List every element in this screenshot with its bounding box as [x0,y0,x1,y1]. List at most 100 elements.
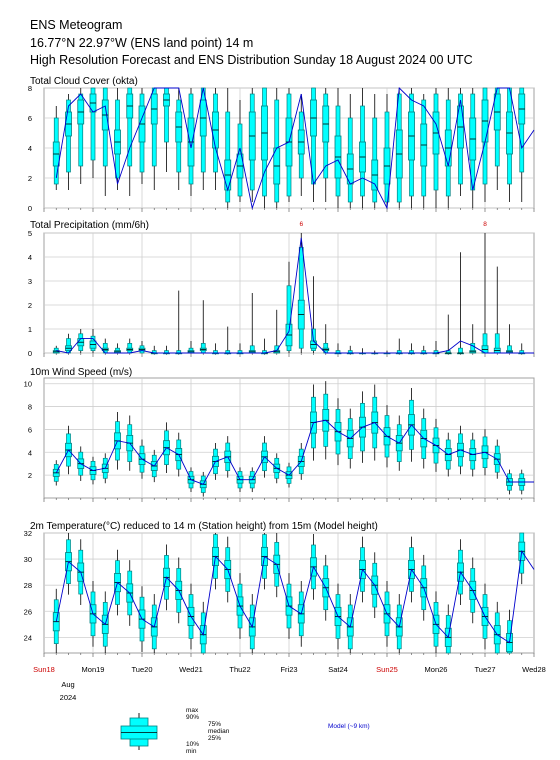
ens-box [187,88,195,196]
ens-box [77,329,85,353]
panel-title-0: Total Cloud Cover (okta) [30,76,138,87]
legend-p10: 10% [186,741,199,748]
ens-box [395,594,403,653]
ens-box [383,94,391,208]
day-label: Sun25 [376,665,398,674]
ens-box [444,604,452,654]
ens-box [481,233,489,354]
ens-box [65,94,72,190]
ens-box [77,88,85,184]
hres-line [55,87,535,210]
ens-box [493,87,501,190]
ens-box [236,100,244,202]
ens-box [273,309,281,354]
ens-box [285,261,293,353]
panel-title-3: 2m Temperature(°C) reduced to 14 m (Stat… [30,521,378,532]
ens-box [138,88,146,184]
y-tick-label: 2 [28,301,32,310]
ens-box [359,88,366,208]
ens-box [481,87,489,202]
ens-box [285,88,293,202]
day-label: Tue20 [132,665,153,674]
ens-box [322,88,330,202]
hres-line [56,237,534,354]
day-label: Wed28 [522,665,546,674]
year-label: 2024 [60,693,77,702]
y-tick-label: 2 [28,471,32,480]
ens-p10-p90 [458,347,463,354]
ens-box [212,343,219,355]
ens-box [163,87,170,172]
y-tick-label: 10 [24,380,32,389]
ens-box [420,94,428,208]
y-tick-label: 5 [28,229,32,238]
y-tick-label: 26 [24,607,32,616]
month-label: Aug [61,680,74,689]
day-label: Fri23 [280,665,297,674]
y-tick-label: 4 [28,448,32,457]
day-label: Mon26 [425,665,448,674]
ens-box [52,345,60,354]
offscale-label: 8 [483,221,487,228]
ens-box [371,94,379,208]
ens-box [395,338,403,355]
ens-box [469,324,477,354]
y-tick-label: 1 [28,325,32,334]
ens-box [261,338,268,355]
ens-p10-p90 [298,247,304,349]
ens-box [224,88,232,208]
y-tick-label: 2 [28,174,32,183]
ens-box [432,341,440,355]
y-tick-label: 32 [24,529,32,538]
ens-box [408,343,415,355]
ens-box [506,609,513,654]
forecast-subtitle: High Resolution Forecast and ENS Distrib… [30,53,473,67]
ens-box [89,329,97,353]
ens-box [126,87,134,196]
ens-box [101,338,109,354]
meteogram-title: ENS Meteogram [30,18,123,32]
ens-box [334,88,342,208]
day-label: Sat24 [328,665,348,674]
ens-box [150,594,158,653]
ens-box [506,324,513,354]
ens-box [346,94,354,208]
ens-box [101,87,109,196]
y-tick-label: 0 [28,204,32,213]
ens-box [395,88,403,208]
y-tick-label: 8 [28,403,32,412]
day-label: Mon19 [82,665,105,674]
legend-p25: 25% [208,735,221,742]
ens-box [506,87,513,202]
ens-box [261,533,268,590]
ens-box [261,87,268,208]
ens-box [493,266,501,354]
ens-box [199,87,207,190]
ens-box [224,326,232,355]
y-tick-label: 3 [28,277,32,286]
ens-box [248,88,256,202]
ens-box [297,94,305,196]
y-tick-label: 6 [28,425,32,434]
legend-min: min [186,748,197,755]
offscale-label: 6 [299,221,303,228]
ens-box [444,314,452,355]
panel-title-1: Total Precipitation (mm/6h) [30,220,149,231]
ens-box [236,343,244,355]
day-label: Sun18 [33,665,55,674]
ens-box [297,233,305,353]
hres-line [55,419,534,485]
ens-p10-p90 [127,87,133,167]
y-tick-label: 8 [28,84,32,93]
ens-box [199,601,207,654]
ens-p10-p90 [90,87,96,161]
legend-p90: 90% [186,714,199,721]
ens-box [175,88,183,190]
y-tick-label: 24 [24,633,32,642]
ens-box [346,594,354,653]
ens-p10-p90 [225,111,231,203]
y-tick-label: 0 [28,349,32,358]
day-label: Wed21 [179,665,203,674]
ens-box [457,252,464,355]
